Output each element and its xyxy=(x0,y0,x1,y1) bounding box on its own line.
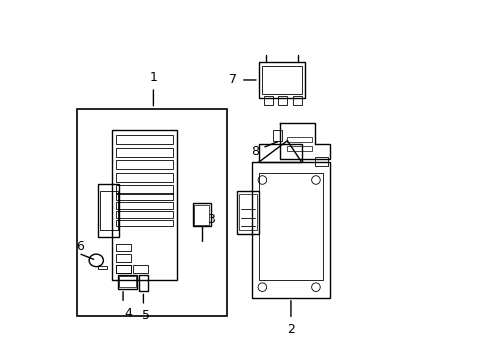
Bar xyxy=(258,62,305,98)
Bar xyxy=(116,193,173,200)
Bar xyxy=(116,220,173,226)
Bar xyxy=(287,146,312,152)
Bar xyxy=(112,130,176,280)
Bar xyxy=(133,265,148,273)
Text: 8: 8 xyxy=(250,145,258,158)
Bar xyxy=(116,148,173,157)
Bar xyxy=(116,254,130,262)
Bar xyxy=(116,244,130,251)
Text: 6: 6 xyxy=(76,240,83,253)
Bar xyxy=(272,130,282,141)
Bar xyxy=(119,276,135,287)
Bar xyxy=(278,96,287,105)
Bar xyxy=(292,96,301,105)
Bar xyxy=(264,96,272,105)
Bar xyxy=(194,205,208,225)
Bar xyxy=(98,184,119,237)
Bar xyxy=(315,157,327,166)
Bar xyxy=(116,185,173,194)
Text: 5: 5 xyxy=(142,309,150,322)
Bar xyxy=(116,265,130,273)
Text: 4: 4 xyxy=(124,307,132,320)
Bar xyxy=(116,211,173,217)
Bar xyxy=(258,144,301,162)
Bar xyxy=(258,173,323,280)
Bar xyxy=(237,191,258,234)
Bar xyxy=(77,109,226,316)
Bar xyxy=(287,137,312,143)
Bar xyxy=(116,135,173,144)
Text: 2: 2 xyxy=(286,323,294,336)
Bar xyxy=(116,160,173,169)
Bar xyxy=(139,275,148,292)
Text: 7: 7 xyxy=(229,73,237,86)
Text: 3: 3 xyxy=(206,213,214,226)
Bar xyxy=(98,266,107,269)
Bar xyxy=(100,191,118,230)
Bar xyxy=(116,202,173,208)
Bar xyxy=(116,173,173,182)
Bar xyxy=(116,265,130,273)
Bar xyxy=(192,203,210,226)
Text: 1: 1 xyxy=(149,71,157,84)
Bar xyxy=(239,194,257,230)
Bar xyxy=(262,66,301,94)
Bar xyxy=(251,162,329,298)
Bar xyxy=(118,275,137,289)
